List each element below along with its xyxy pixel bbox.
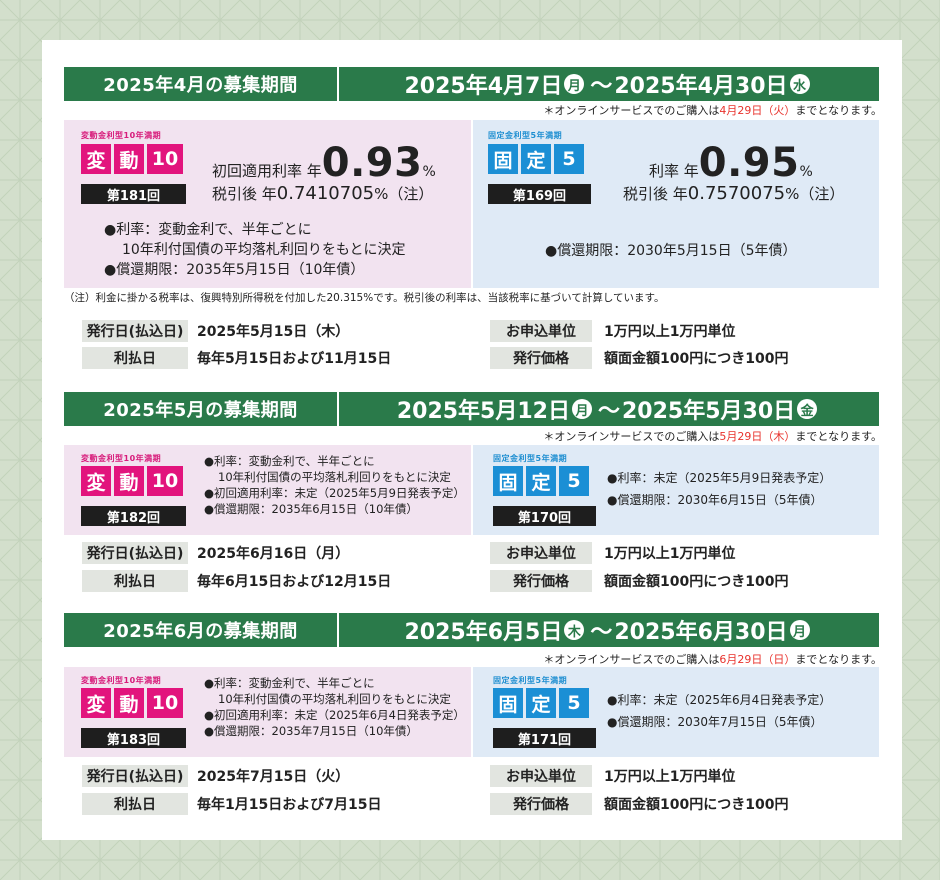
interest-date-label: 利払日 [82, 793, 188, 815]
period-dates: 2025年5月12日 月 ～ 2025年5月30日 金 [339, 393, 879, 425]
start-date: 2025年5月12日 [396, 399, 570, 424]
hendou-logo: 変動 10 [81, 144, 183, 174]
period-dates: 2025年6月5日 木 ～ 2025年6月30日 月 [339, 614, 879, 646]
series-number: 第169回 [488, 184, 591, 204]
tax-footnote: （注）利金に掛かる税率は、復興特別所得税を付加した20.315%です。税引後の利… [64, 292, 665, 304]
period-title: 2025年4月の募集期間 [64, 67, 339, 101]
issue-date: 2025年6月16日（月） [197, 546, 350, 562]
interest-date-label: 利払日 [82, 570, 188, 592]
price-label: 発行価格 [490, 347, 592, 369]
after-tax-rate: 税引後 年0.7410705%（注） [212, 183, 434, 204]
unit-value: 1万円以上1万円単位 [604, 546, 736, 562]
description: ●利率：変動金利で、半年ごとに 10年利付国債の平均落札利回りをもとに決定 ●償… [104, 222, 406, 278]
start-date: 2025年6月5日 [404, 620, 563, 645]
period-header: 2025年6月の募集期間 2025年6月5日 木 ～ 2025年6月30日 月 [64, 613, 879, 647]
end-date: 2025年4月30日 [614, 74, 788, 99]
period-title: 2025年5月の募集期間 [64, 392, 339, 426]
kotei-tag: 固定金利型5年満期 [493, 454, 568, 463]
description: ●利率：未定（2025年5月9日発表予定） ●償還期限：2030年6月15日（5… [607, 471, 832, 507]
period-title: 2025年6月の募集期間 [64, 613, 339, 647]
issue-date-label: 発行日(払込日) [82, 542, 188, 564]
weekday-badge: 月 [789, 620, 810, 640]
unit-label: お申込単位 [490, 765, 592, 787]
issue-date: 2025年7月15日（火） [197, 769, 350, 785]
price-label: 発行価格 [490, 793, 592, 815]
hendou-tag: 変動金利型10年満期 [81, 676, 162, 685]
hendou-logo: 変動 10 [81, 688, 183, 718]
start-date: 2025年4月7日 [404, 74, 563, 99]
hendou-panel: 変動金利型10年満期 変動 10 第182回 ●利率：変動金利で、半年ごとに 10… [64, 445, 471, 535]
interest-date: 毎年5月15日および11月15日 [197, 351, 392, 367]
kotei-tag: 固定金利型5年満期 [488, 131, 563, 140]
online-note: ＊オンラインサービスでのご購入は5月29日（木）までとなります。 [543, 430, 882, 443]
kotei-tag: 固定金利型5年満期 [493, 676, 568, 685]
bond-info-panel: 2025年4月の募集期間 2025年4月7日 月 ～ 2025年4月30日 水 … [42, 40, 902, 840]
hendou-panel: 変動金利型10年満期 変動 10 第181回 初回適用利率 年 0.93 % 税引… [64, 120, 471, 288]
hendou-logo: 変動 10 [81, 466, 183, 496]
period-header: 2025年4月の募集期間 2025年4月7日 月 ～ 2025年4月30日 水 [64, 67, 879, 101]
end-date: 2025年5月30日 [622, 399, 796, 424]
price-value: 額面金額100円につき100円 [604, 351, 789, 367]
weekday-badge: 木 [564, 620, 585, 640]
issue-date: 2025年5月15日（木） [197, 324, 350, 340]
unit-value: 1万円以上1万円単位 [604, 324, 736, 340]
series-number: 第181回 [81, 184, 186, 204]
series-number: 第170回 [493, 506, 596, 526]
hendou-panel: 変動金利型10年満期 変動 10 第183回 ●利率：変動金利で、半年ごとに 10… [64, 667, 471, 757]
online-note: ＊オンラインサービスでのご購入は6月29日（日）までとなります。 [543, 653, 882, 666]
description: ●償還期限：2030年5月15日（5年債） [545, 243, 797, 259]
rate: 初回適用利率 年 0.93 % [212, 140, 436, 186]
issue-date-label: 発行日(払込日) [82, 765, 188, 787]
online-note: ＊オンラインサービスでのご購入は4月29日（火）までとなります。 [543, 104, 882, 117]
description: ●利率：未定（2025年6月4日発表予定） ●償還期限：2030年7月15日（5… [607, 693, 832, 729]
weekday-badge: 水 [789, 74, 810, 94]
weekday-badge: 月 [571, 399, 592, 419]
period-dates: 2025年4月7日 月 ～ 2025年4月30日 水 [339, 68, 879, 100]
price-value: 額面金額100円につき100円 [604, 797, 789, 813]
weekday-badge: 金 [797, 399, 818, 419]
price-value: 額面金額100円につき100円 [604, 574, 789, 590]
hendou-tag: 変動金利型10年満期 [81, 454, 162, 463]
unit-label: お申込単位 [490, 320, 592, 342]
period-header: 2025年5月の募集期間 2025年5月12日 月 ～ 2025年5月30日 金 [64, 392, 879, 426]
series-number: 第182回 [81, 506, 186, 526]
hendou-tag: 変動金利型10年満期 [81, 131, 162, 140]
weekday-badge: 月 [564, 74, 585, 94]
description: ●利率：変動金利で、半年ごとに 10年利付国債の平均落札利回りをもとに決定 ●初… [204, 454, 465, 516]
series-number: 第171回 [493, 728, 596, 748]
unit-label: お申込単位 [490, 542, 592, 564]
price-label: 発行価格 [490, 570, 592, 592]
interest-date: 毎年6月15日および12月15日 [197, 574, 392, 590]
end-date: 2025年6月30日 [614, 620, 788, 645]
unit-value: 1万円以上1万円単位 [604, 769, 736, 785]
description: ●利率：変動金利で、半年ごとに 10年利付国債の平均落札利回りをもとに決定 ●初… [204, 676, 465, 738]
series-number: 第183回 [81, 728, 186, 748]
issue-date-label: 発行日(払込日) [82, 320, 188, 342]
rate: 利率 年 0.95 % [649, 140, 813, 186]
after-tax-rate: 税引後 年0.7570075%（注） [623, 183, 845, 204]
interest-date: 毎年1月15日および7月15日 [197, 797, 382, 813]
interest-date-label: 利払日 [82, 347, 188, 369]
